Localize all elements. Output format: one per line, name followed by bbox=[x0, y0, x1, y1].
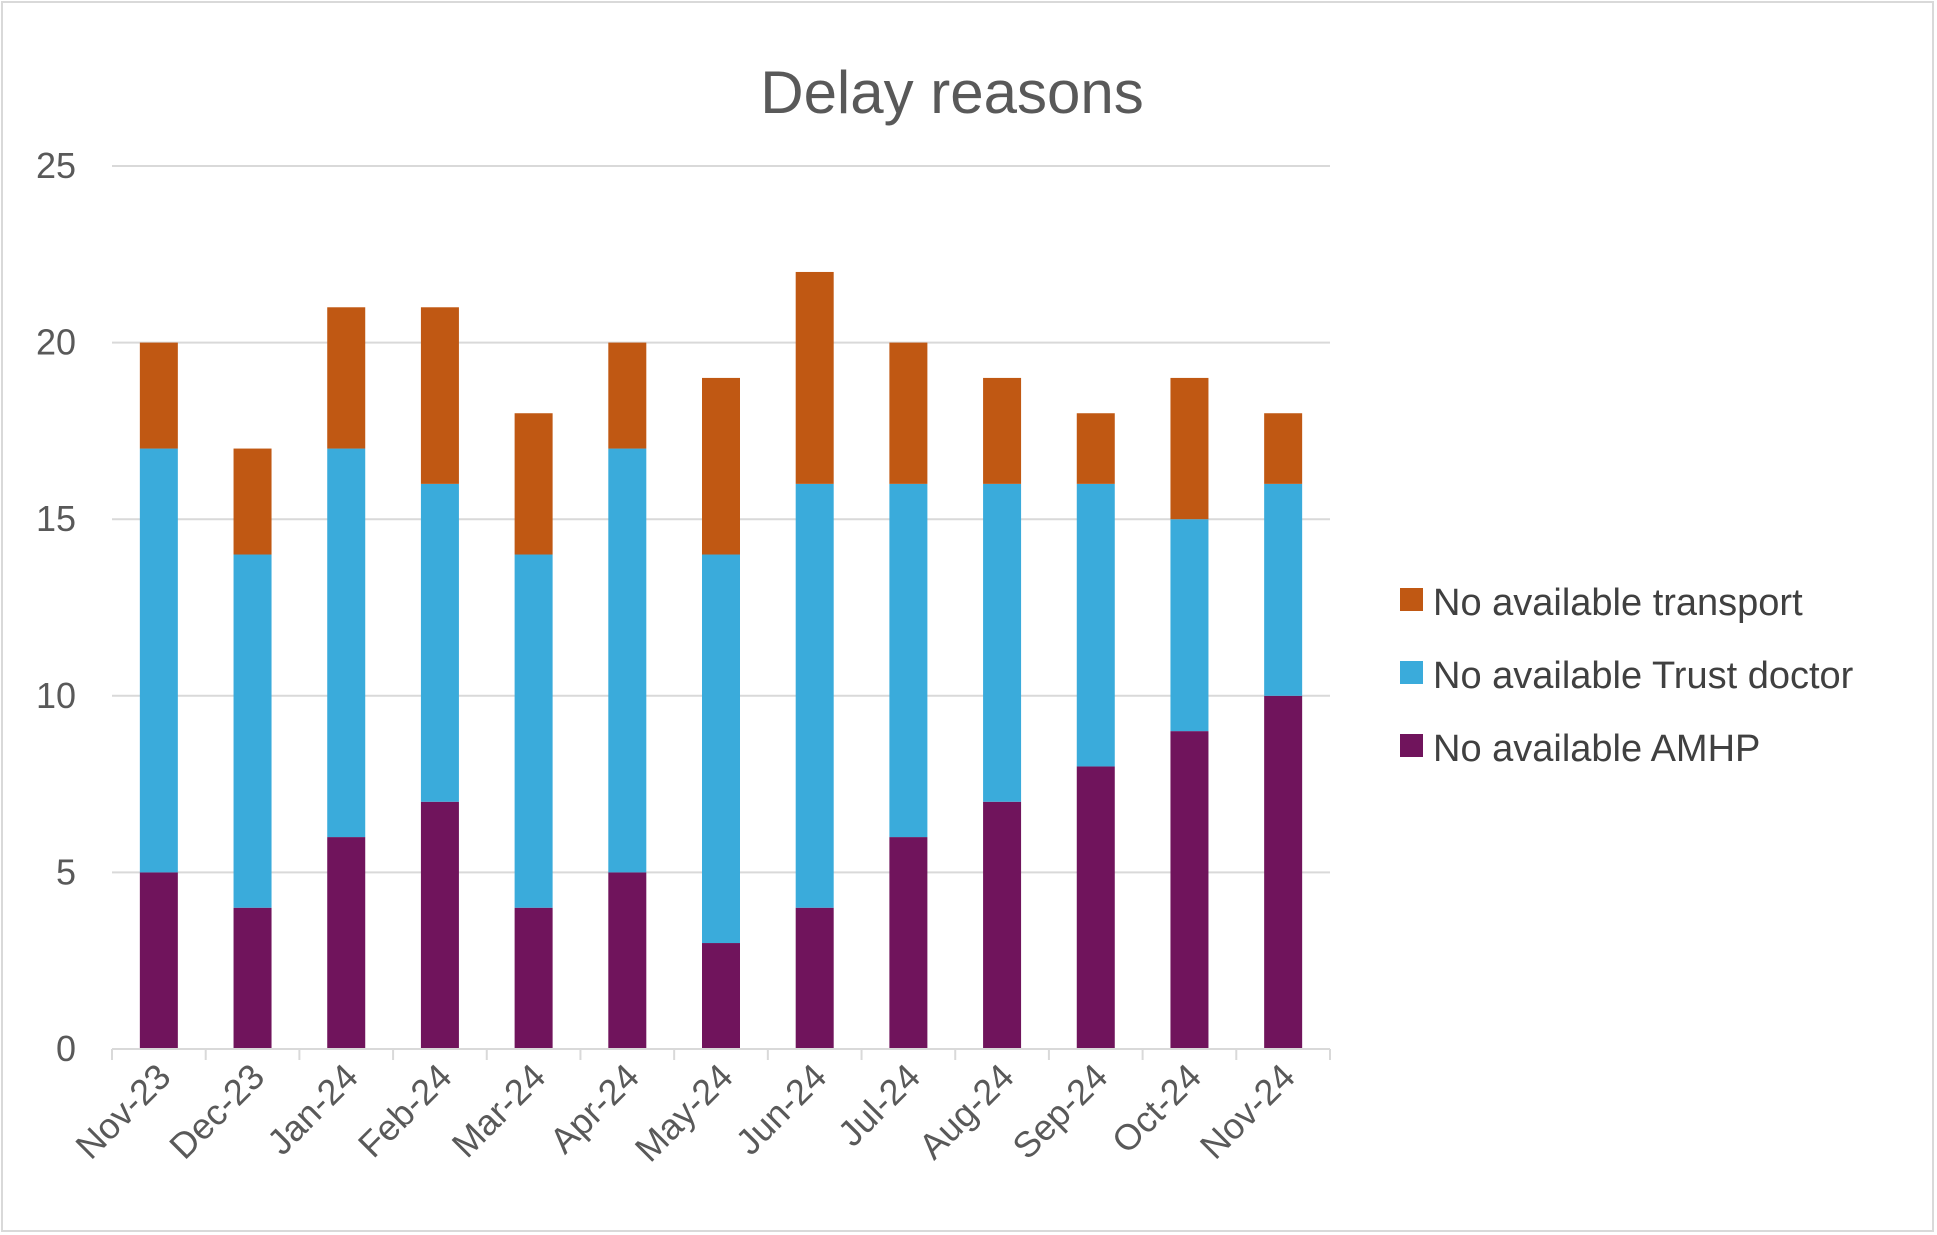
bar-segment bbox=[1264, 483, 1303, 696]
bar-segment bbox=[983, 483, 1022, 802]
bar-segment bbox=[233, 448, 272, 555]
y-axis-labels: 0 5 10 15 20 25 bbox=[36, 145, 76, 1069]
bar-segment bbox=[702, 943, 740, 1049]
legend: No available transport No available Trust… bbox=[1400, 582, 1854, 770]
bar-segment bbox=[420, 801, 459, 1049]
bar-segment bbox=[795, 271, 834, 484]
bars bbox=[139, 271, 1303, 1049]
x-tick-label: May-24 bbox=[627, 1056, 741, 1170]
bar-segment bbox=[139, 448, 178, 873]
bar-segment bbox=[1264, 413, 1303, 484]
x-tick-label: Nov-23 bbox=[67, 1056, 178, 1167]
y-tick-label: 10 bbox=[36, 675, 76, 716]
legend-label: No available Trust doctor bbox=[1433, 655, 1854, 697]
y-tick-label: 0 bbox=[56, 1028, 76, 1069]
bar-segment bbox=[702, 377, 740, 555]
bar-segment bbox=[1264, 695, 1303, 1049]
legend-label: No available transport bbox=[1433, 582, 1803, 624]
bar-segment bbox=[139, 342, 178, 449]
x-tick-label: Nov-24 bbox=[1192, 1056, 1303, 1167]
bar-segment bbox=[420, 307, 459, 484]
bar-segment bbox=[1170, 519, 1209, 732]
bar-segment bbox=[983, 377, 1022, 484]
legend-swatch bbox=[1400, 588, 1423, 611]
y-tick-label: 20 bbox=[36, 322, 76, 363]
bar-segment bbox=[139, 872, 178, 1049]
x-tick-label: Sep-24 bbox=[1004, 1056, 1115, 1167]
bar-segment bbox=[1076, 413, 1115, 484]
bar-segment bbox=[795, 907, 834, 1049]
bar-segment bbox=[514, 413, 553, 555]
y-tick-label: 25 bbox=[36, 145, 76, 186]
bar-segment bbox=[514, 907, 553, 1049]
bar-segment bbox=[702, 554, 740, 944]
bar-segment bbox=[327, 307, 366, 449]
x-tick-label: Jan-24 bbox=[259, 1056, 366, 1163]
bar-segment bbox=[514, 554, 553, 908]
bar-segment bbox=[608, 342, 647, 449]
bar-segment bbox=[327, 837, 366, 1049]
x-tick-label: Oct-24 bbox=[1104, 1056, 1209, 1161]
bar-segment bbox=[233, 907, 272, 1049]
bar-segment bbox=[795, 483, 834, 908]
axes bbox=[111, 1048, 1331, 1060]
bar-segment bbox=[889, 342, 928, 484]
bar-segment bbox=[233, 554, 272, 908]
x-tick-label: Dec-23 bbox=[161, 1056, 272, 1167]
legend-label: No available AMHP bbox=[1433, 728, 1760, 770]
chart-title: Delay reasons bbox=[760, 59, 1144, 126]
bar-segment bbox=[608, 448, 647, 873]
x-tick-label: Jun-24 bbox=[728, 1056, 835, 1163]
bar-segment bbox=[608, 872, 647, 1049]
y-tick-label: 15 bbox=[36, 498, 76, 539]
bar-segment bbox=[889, 483, 928, 838]
bar-segment bbox=[1076, 766, 1115, 1049]
bar-segment bbox=[327, 448, 366, 838]
x-tick-label: Aug-24 bbox=[911, 1056, 1022, 1167]
bar-segment bbox=[420, 483, 459, 802]
bar-segment bbox=[1076, 483, 1115, 767]
x-tick-label: Mar-24 bbox=[444, 1056, 554, 1166]
bar-segment bbox=[983, 801, 1022, 1049]
x-axis-labels: Nov-23Dec-23Jan-24Feb-24Mar-24Apr-24May-… bbox=[67, 1056, 1302, 1170]
bar-segment bbox=[889, 837, 928, 1049]
legend-swatch bbox=[1400, 661, 1423, 684]
x-tick-label: Feb-24 bbox=[350, 1056, 460, 1166]
bar-segment bbox=[1170, 377, 1209, 520]
legend-swatch bbox=[1400, 734, 1423, 757]
bar-segment bbox=[1170, 731, 1209, 1049]
y-tick-label: 5 bbox=[56, 851, 76, 892]
